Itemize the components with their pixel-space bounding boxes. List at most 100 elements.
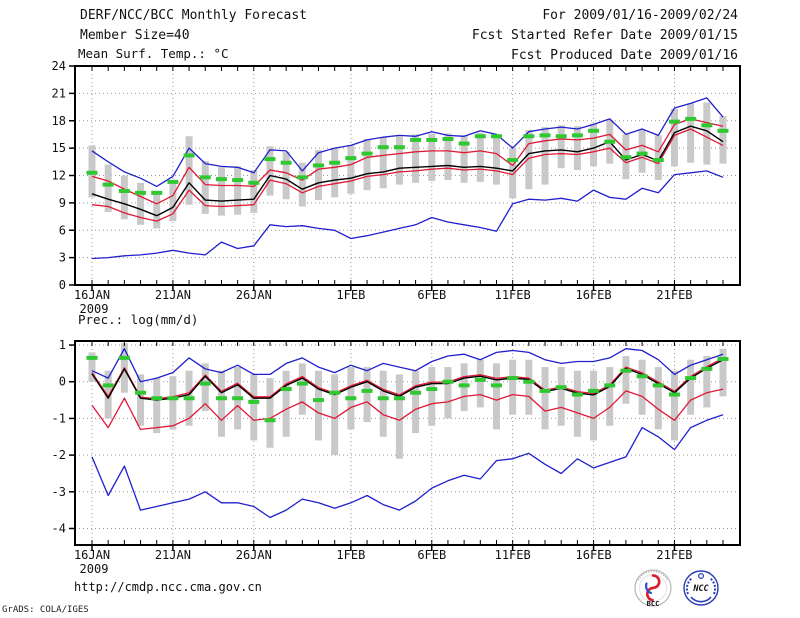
ensemble-spread [492, 363, 500, 430]
ensemble-spread [395, 136, 403, 185]
forecast-period-label: For 2009/01/16-2009/02/24 [542, 8, 738, 23]
ensemble-spread [234, 166, 242, 215]
refer-date-label: Fcst Started Refer Date 2009/01/15 [471, 28, 738, 43]
x-tick-label: 1FEB [336, 548, 365, 562]
ensemble-spread [347, 145, 355, 194]
source-url: http://cmdp.ncc.cma.gov.cn [74, 580, 262, 594]
agency-logos: BCC NCC [634, 569, 719, 608]
ensemble-spread [169, 180, 177, 222]
x-tick-label: 21FEB [656, 288, 692, 302]
ensemble-spread [525, 359, 533, 415]
ensemble-min-line [91, 414, 724, 519]
y-tick-label: 18 [52, 114, 66, 128]
x-tick-label: 6FEB [417, 548, 446, 562]
x-tick-label: 16JAN [74, 288, 110, 302]
x-tick-label: 16FEB [576, 288, 612, 302]
x-tick-label: 26JAN [236, 548, 272, 562]
ensemble-spread [153, 378, 161, 434]
ensemble-spread [363, 139, 371, 191]
member-size-label: Member Size=40 [80, 28, 190, 43]
bcc-logo-label: BCC [647, 600, 660, 608]
ensemble-spread [169, 376, 177, 430]
ensemble-spread [298, 363, 306, 415]
ensemble-spread [541, 127, 549, 185]
y-tick-label: 24 [52, 59, 66, 73]
produced-date-label: Fcst Produced Date 2009/01/16 [511, 48, 738, 63]
ensemble-spread [201, 363, 209, 412]
ensemble-max-line [91, 97, 724, 188]
ensemble-spread [282, 370, 290, 437]
ncc-logo-label: NCC [692, 584, 709, 594]
panel-precipitation: 1 0 -1 -2 -3 -4 16JAN 21JAN 26JAN 1FEB 6FEB 11FEB 16… [52, 312, 741, 576]
ensemble-spread [719, 116, 727, 164]
ensemble-spread [363, 367, 371, 423]
ensemble-spread [606, 367, 614, 426]
ensemble-spread [703, 356, 711, 408]
ensemble-spread [153, 191, 161, 229]
chart-title: Mean Surf. Temp.: °C [78, 46, 229, 61]
ensemble-spread [88, 352, 96, 382]
y-tick-label: 1 [59, 338, 66, 352]
grads-credit: GrADS: COLA/IGES [2, 605, 89, 615]
y-tick-label: 0 [59, 278, 66, 292]
y-tick-label: 15 [52, 141, 66, 155]
ensemble-spread [412, 134, 420, 183]
ensemble-spread [557, 367, 565, 426]
x-tick-label: 6FEB [417, 288, 446, 302]
x-axis-year-label: 2009 [80, 302, 109, 316]
ensemble-spread [104, 164, 112, 212]
upper-quartile-line [91, 118, 724, 205]
ensemble-spread [654, 367, 662, 430]
ensemble-mean-line [91, 359, 724, 401]
x-tick-label: 21JAN [155, 548, 191, 562]
ensemble-spread [492, 135, 500, 185]
ensemble-spread [331, 148, 339, 198]
ensemble-spread [298, 162, 306, 207]
ensemble-spread [428, 133, 436, 181]
ensemble-spread [379, 370, 387, 437]
ensemble-spread [638, 129, 646, 173]
ensemble-spread [185, 136, 193, 205]
ensemble-spread [428, 367, 436, 426]
upper-quartile-line [91, 357, 724, 400]
bcc-swirl-icon [646, 574, 661, 602]
x-tick-label: 26JAN [236, 288, 272, 302]
ensemble-spread [444, 367, 452, 419]
ensemble-spread [331, 374, 339, 456]
y-tick-label: 0 [59, 375, 66, 389]
ensemble-spread [670, 108, 678, 167]
plot-frame [74, 340, 741, 546]
ensemble-spread [315, 370, 323, 441]
x-tick-label: 1FEB [336, 288, 365, 302]
lower-quartile-line [91, 388, 724, 431]
y-tick-label: -1 [52, 411, 66, 425]
ensemble-spread [379, 137, 387, 189]
x-tick-label: 11FEB [495, 288, 531, 302]
x-tick-label: 16FEB [576, 548, 612, 562]
ensemble-spread [557, 125, 565, 169]
ncc-logo: NCC [683, 570, 719, 606]
bcc-logo: BCC [634, 569, 672, 608]
ensemble-spread [509, 359, 517, 415]
ensemble-max-line [91, 348, 724, 383]
ensemble-spread [217, 370, 225, 437]
y-tick-label: 3 [59, 251, 66, 265]
ensemble-spread [120, 175, 128, 220]
y-tick-label: 9 [59, 196, 66, 210]
ensemble-spread [541, 367, 549, 430]
y-tick-label: -2 [52, 448, 66, 462]
ensemble-spread [250, 374, 258, 441]
ensemble-spread [315, 149, 323, 201]
ensemble-spread [638, 359, 646, 415]
y-tick-label: -4 [52, 521, 66, 535]
ensemble-spread [573, 370, 581, 437]
ensemble-spread [282, 151, 290, 200]
ensemble-spread [622, 356, 630, 404]
x-tick-label: 11FEB [495, 548, 531, 562]
ensemble-spread [476, 359, 484, 408]
ensemble-spread [266, 378, 274, 448]
x-tick-label: 21JAN [155, 288, 191, 302]
x-axis-year-label: 2009 [80, 562, 109, 576]
